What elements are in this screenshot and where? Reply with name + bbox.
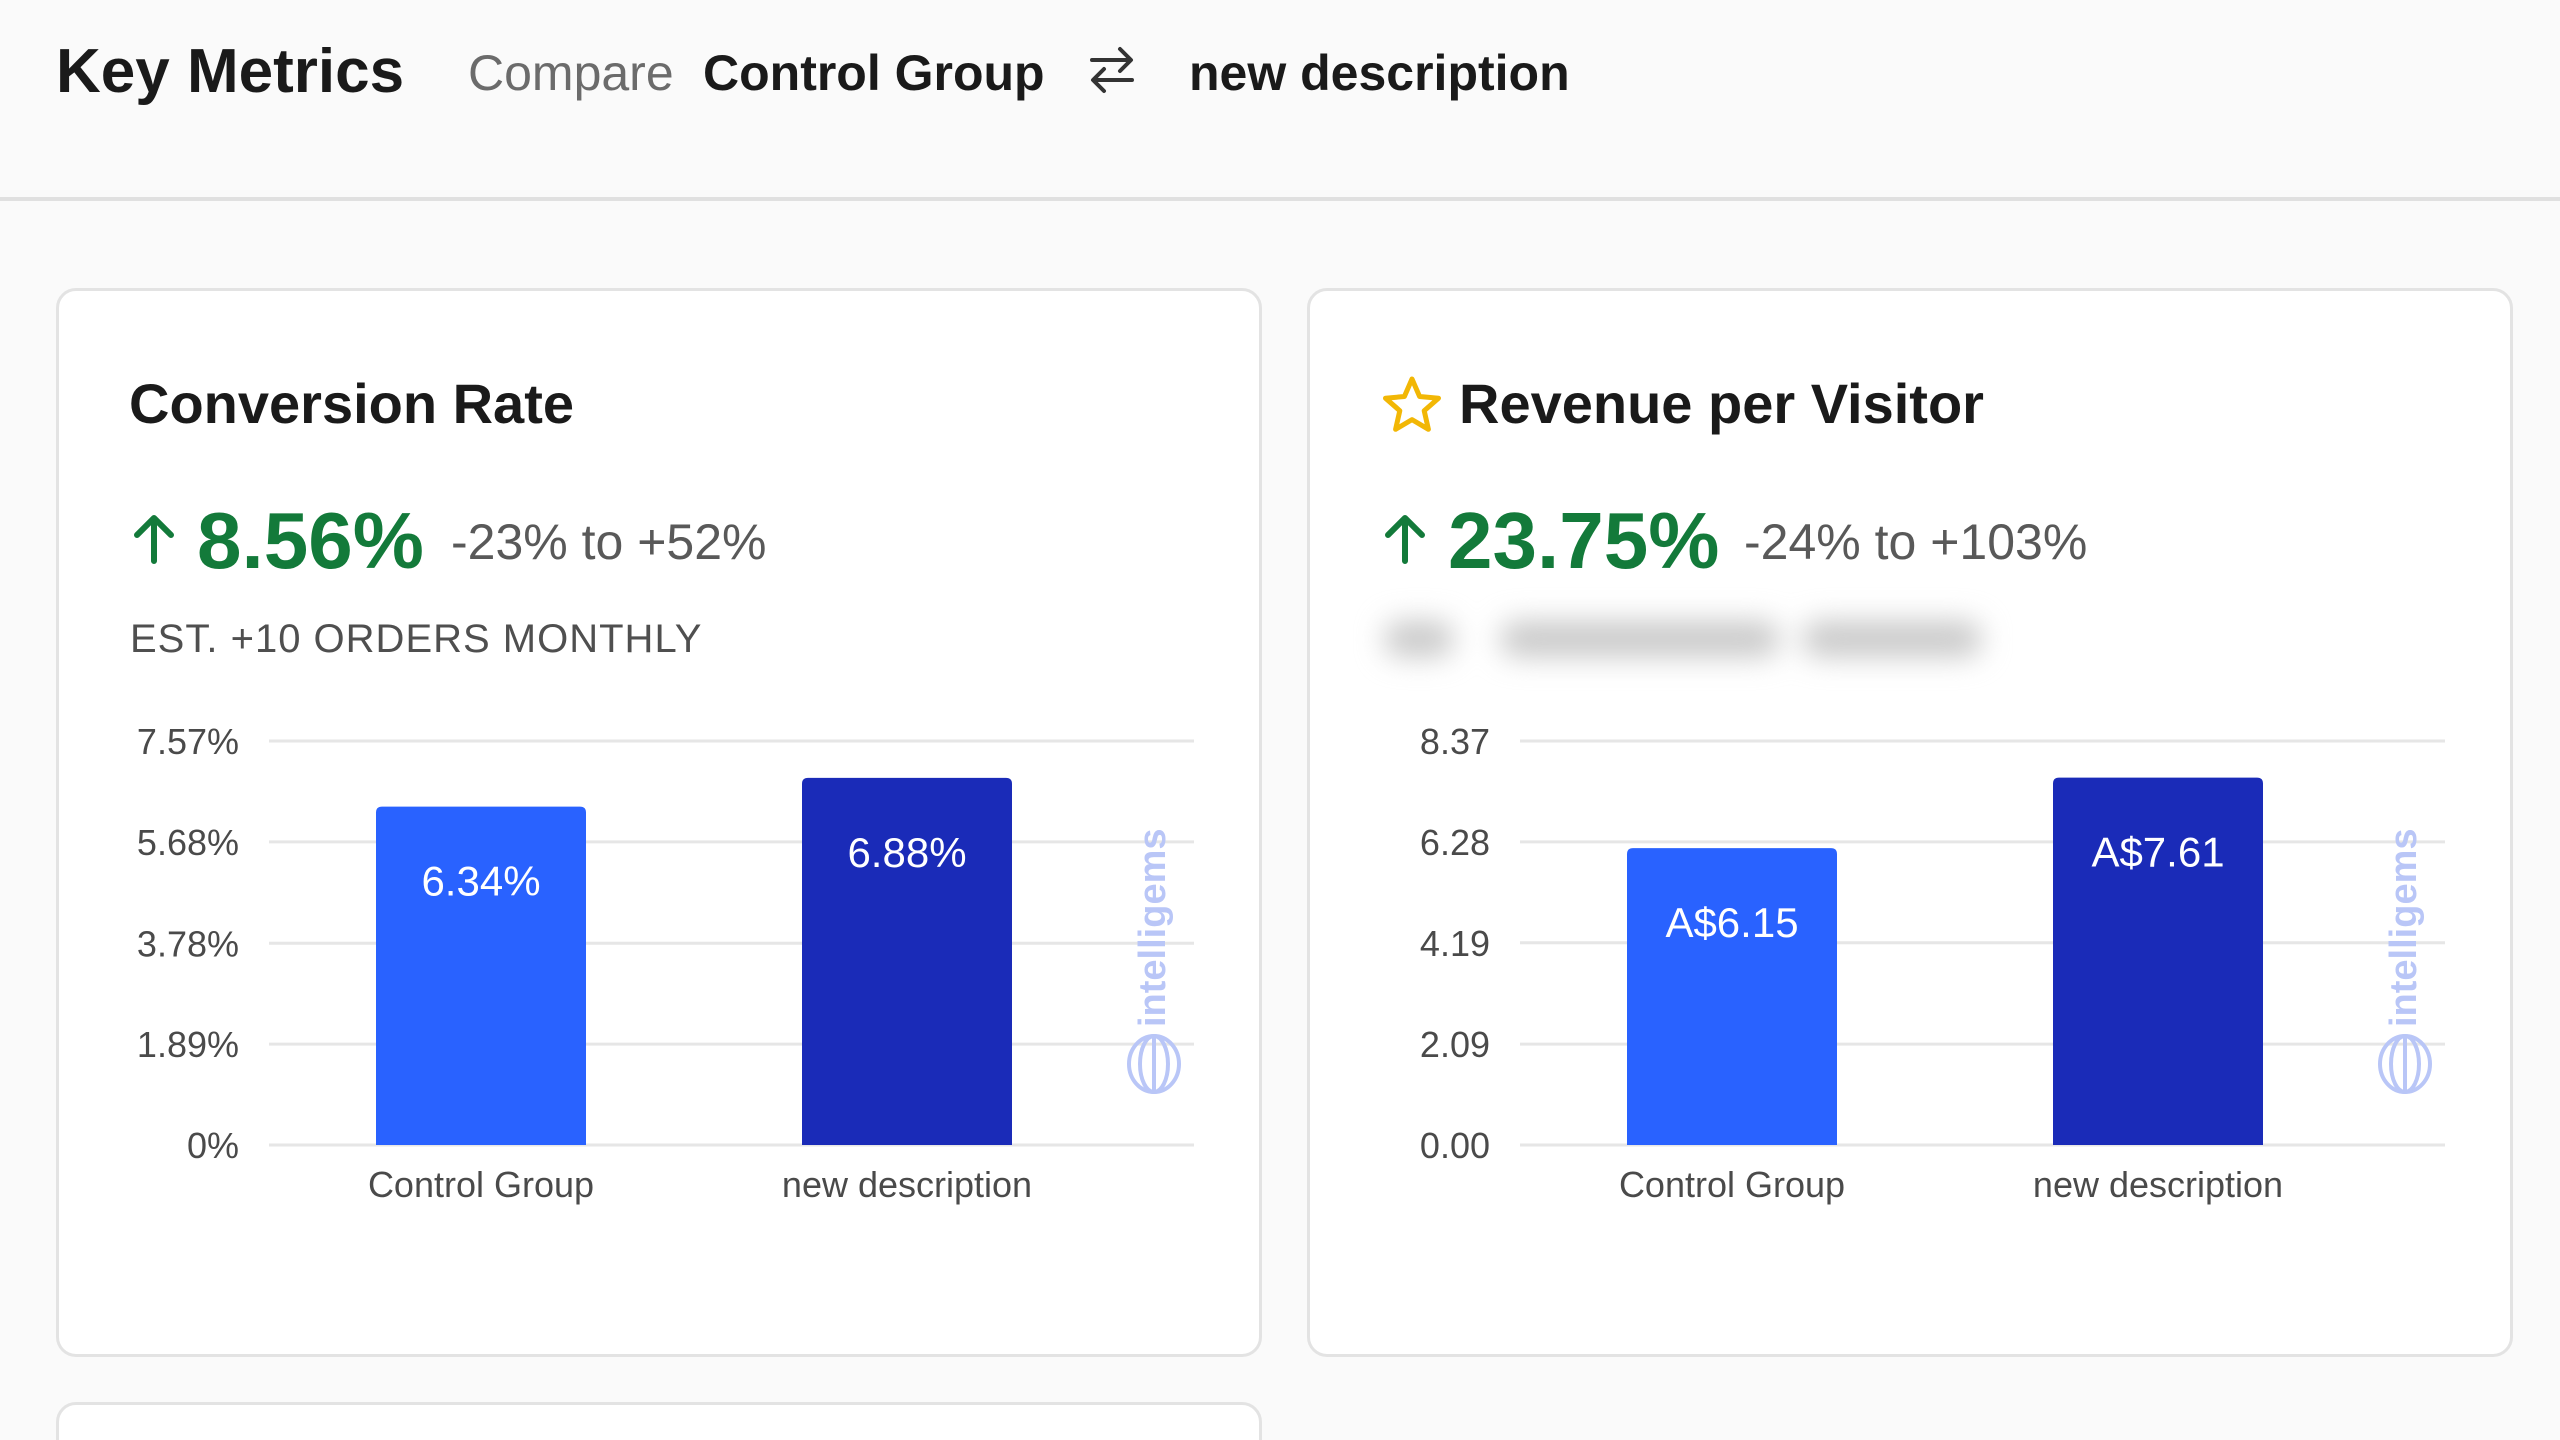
variant-a-selector[interactable]: Control Group: [703, 45, 1045, 101]
arrow-up-icon: [1382, 513, 1428, 565]
next-metric-card: [56, 1402, 1262, 1440]
y-tick-label: 4.19: [1420, 923, 1490, 964]
arrow-up-icon: [131, 513, 177, 565]
swap-arrows-icon[interactable]: [1088, 44, 1136, 96]
compare-label: Compare: [468, 45, 674, 101]
bar-new-description[interactable]: [802, 777, 1012, 1145]
x-category-label: new description: [2033, 1164, 2283, 1205]
y-tick-label: 1.89%: [137, 1024, 239, 1065]
y-tick-label: 0.00: [1420, 1125, 1490, 1166]
lift-value: 8.56%: [197, 496, 424, 585]
page-title: Key Metrics: [56, 37, 405, 106]
watermark-text: intelligems: [2383, 829, 2425, 1028]
y-tick-label: 0%: [187, 1125, 239, 1166]
card-title: Conversion Rate: [129, 372, 574, 435]
page-header: Key Metrics Compare Control Group new de…: [0, 0, 2560, 201]
bar-value-label: 6.88%: [847, 829, 966, 876]
intelligems-watermark: intelligems: [2372, 811, 2438, 1111]
card-title: Revenue per Visitor: [1459, 372, 1984, 435]
watermark-text: intelligems: [1132, 829, 1174, 1028]
intelligems-logo-icon: [1127, 1034, 1181, 1094]
star-outline-icon[interactable]: [1381, 375, 1443, 435]
confidence-range: -24% to +103%: [1744, 514, 2088, 570]
intelligems-watermark: intelligems: [1121, 811, 1187, 1111]
y-tick-label: 8.37: [1420, 721, 1490, 762]
x-category-label: new description: [782, 1164, 1032, 1205]
bar-value-label: A$7.61: [2091, 829, 2224, 876]
estimate-text: EST. +10 ORDERS MONTHLY: [130, 617, 703, 661]
bar-control-group[interactable]: [376, 806, 586, 1145]
bar-value-label: A$6.15: [1665, 899, 1798, 946]
intelligems-logo-icon: [2378, 1034, 2432, 1094]
bar-value-label: 6.34%: [421, 858, 540, 905]
conversion-rate-card: Conversion Rate 8.56% -23% to +52% EST. …: [56, 288, 1262, 1357]
blurred-estimate: [1372, 601, 1992, 677]
y-tick-label: 3.78%: [137, 923, 239, 964]
x-category-label: Control Group: [1619, 1164, 1845, 1205]
y-tick-label: 5.68%: [137, 822, 239, 863]
y-tick-label: 7.57%: [137, 721, 239, 762]
confidence-range: -23% to +52%: [451, 514, 767, 570]
bar-control-group[interactable]: [1627, 848, 1837, 1145]
y-tick-label: 6.28: [1420, 822, 1490, 863]
conversion-rate-chart: 0% 1.89% 3.78% 5.68% 7.57% 6.34% Control Group…: [137, 721, 1194, 1205]
y-tick-label: 2.09: [1420, 1024, 1490, 1065]
x-category-label: Control Group: [368, 1164, 594, 1205]
variant-b-selector[interactable]: new description: [1189, 45, 1570, 101]
bar-new-description[interactable]: [2053, 777, 2263, 1145]
revenue-per-visitor-chart: 0.00 2.09 4.19 6.28 8.37 A$6.15 Control Group A…: [1420, 721, 2445, 1205]
revenue-per-visitor-card: Revenue per Visitor 23.75% -24% to +103%…: [1307, 288, 2513, 1357]
lift-value: 23.75%: [1448, 496, 1720, 585]
